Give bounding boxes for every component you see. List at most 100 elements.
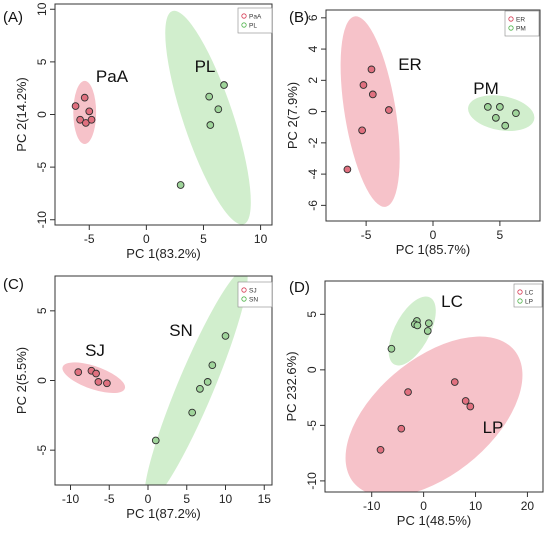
x-tick-label: 0 [143, 232, 150, 246]
legend-marker-pl [241, 22, 247, 28]
group-label-lc: LC [441, 292, 463, 311]
data-point-lc-1 [404, 388, 412, 396]
x-tick-label: 0 [430, 228, 437, 242]
data-point-lc-6 [376, 445, 385, 454]
y-axis-title: PC 2(7.9%) [285, 82, 300, 149]
data-point-pl-4 [206, 121, 215, 129]
legend-marker-sn [241, 296, 247, 302]
y-axis-title: PC 232.6%) [284, 351, 299, 421]
data-point-pm-5 [501, 121, 510, 130]
legend-marker-er [508, 16, 514, 22]
legend-marker-lp [517, 298, 523, 304]
data-point-er-1 [367, 65, 376, 74]
legend-label-paa: PaA [249, 13, 262, 20]
x-axis-title: PC 1(83.2%) [126, 246, 200, 261]
data-point-er-5 [358, 126, 366, 135]
x-tick-label: 0 [420, 499, 427, 513]
x-tick-label: 5 [183, 492, 190, 506]
x-tick-label: 5 [497, 228, 504, 242]
data-point-paa-1 [71, 102, 80, 110]
data-point-er-6 [343, 165, 352, 174]
x-axis-title: PC 1(48.5%) [397, 513, 471, 528]
legend-label-er: ER [516, 16, 525, 23]
panel-label: (D) [289, 279, 310, 296]
y-tick-label: -4 [306, 168, 320, 179]
data-point-er-4 [385, 106, 393, 114]
group-label-er: ER [398, 55, 422, 74]
y-tick-label: 5 [305, 311, 319, 318]
confidence-ellipse-paa [73, 80, 97, 144]
x-tick-label: 5 [200, 232, 207, 246]
legend-marker-lc [517, 289, 523, 295]
group-label-pm: PM [473, 79, 499, 98]
data-point-lp-5 [387, 344, 396, 353]
confidence-ellipse-pl [165, 10, 251, 225]
legend-box [237, 281, 273, 308]
data-point-sn-4 [196, 385, 204, 393]
legend-marker-sj [241, 287, 247, 293]
data-point-lp-3 [424, 319, 433, 328]
data-point-paa-2 [80, 93, 89, 102]
x-tick-label: -10 [62, 492, 80, 506]
group-label-lp: LP [483, 418, 504, 437]
legend: PaA PL [237, 7, 273, 34]
legend-marker-pm [508, 25, 514, 31]
panel-label: (C) [3, 276, 24, 293]
data-point-pl-5 [176, 181, 185, 189]
confidence-ellipse-pm [468, 95, 535, 132]
y-tick-label: 4 [306, 45, 320, 52]
x-tick-label: -5 [104, 492, 115, 506]
data-point-er-3 [368, 90, 377, 99]
data-point-sj-1 [74, 368, 83, 376]
data-point-sn-2 [208, 361, 217, 370]
legend-label-pm: PM [516, 25, 526, 32]
legend-label-sj: SJ [249, 287, 257, 294]
x-axis-title: PC 1(85.7%) [396, 242, 470, 257]
legend-label-lc: LC [525, 289, 534, 296]
group-label-sn: SN [169, 321, 193, 340]
y-tick-label: -2 [306, 137, 320, 148]
legend: LC LP [513, 283, 543, 308]
y-tick-label: -10 [35, 211, 49, 229]
confidence-ellipse-lp [388, 296, 436, 366]
x-tick-label: 10 [469, 499, 483, 513]
data-point-paa-4 [76, 115, 84, 124]
data-point-sn-1 [221, 332, 230, 340]
confidence-ellipse-er [340, 16, 400, 207]
y-tick-label: 5 [35, 307, 49, 314]
data-point-sj-5 [103, 379, 111, 388]
x-tick-label: 10 [254, 232, 268, 246]
y-tick-label: 0 [306, 108, 320, 115]
x-tick-label: 20 [521, 499, 535, 513]
data-point-lc-2 [450, 378, 459, 386]
y-tick-label: 6 [306, 14, 320, 21]
y-tick-label: -10 [305, 472, 319, 490]
data-point-sn-3 [203, 378, 212, 386]
data-point-paa-6 [87, 115, 96, 124]
data-point-lc-4 [466, 402, 475, 411]
data-point-paa-5 [81, 119, 90, 127]
y-tick-label: -6 [306, 200, 320, 211]
confidence-ellipse-lc [345, 336, 523, 492]
x-tick-label: 0 [145, 492, 152, 506]
x-axis-title: PC 1(87.2%) [126, 506, 200, 521]
x-tick-label: 10 [219, 492, 233, 506]
group-label-sj: SJ [85, 341, 105, 360]
confidence-ellipse-sn [144, 276, 248, 485]
data-point-paa-3 [85, 107, 94, 116]
legend: SJ SN [237, 281, 273, 308]
legend-label-pl: PL [249, 22, 257, 29]
plot-area [345, 296, 523, 492]
x-tick-label: -5 [361, 228, 372, 242]
x-tick-label: 15 [258, 492, 272, 506]
legend-label-sn: SN [249, 296, 258, 303]
group-label-pl: PL [195, 57, 216, 76]
x-tick-label: -5 [84, 232, 95, 246]
panel-label: (A) [3, 9, 23, 26]
plot-area [62, 276, 248, 485]
legend-box [504, 10, 540, 37]
data-point-pm-2 [496, 103, 504, 111]
data-point-sj-4 [94, 378, 103, 386]
chart-panel-1: -5 0 5 10 -10 -5 0 5 10 PC 1(83.2%) PC 2(14.2%) (A)… [3, 2, 273, 261]
